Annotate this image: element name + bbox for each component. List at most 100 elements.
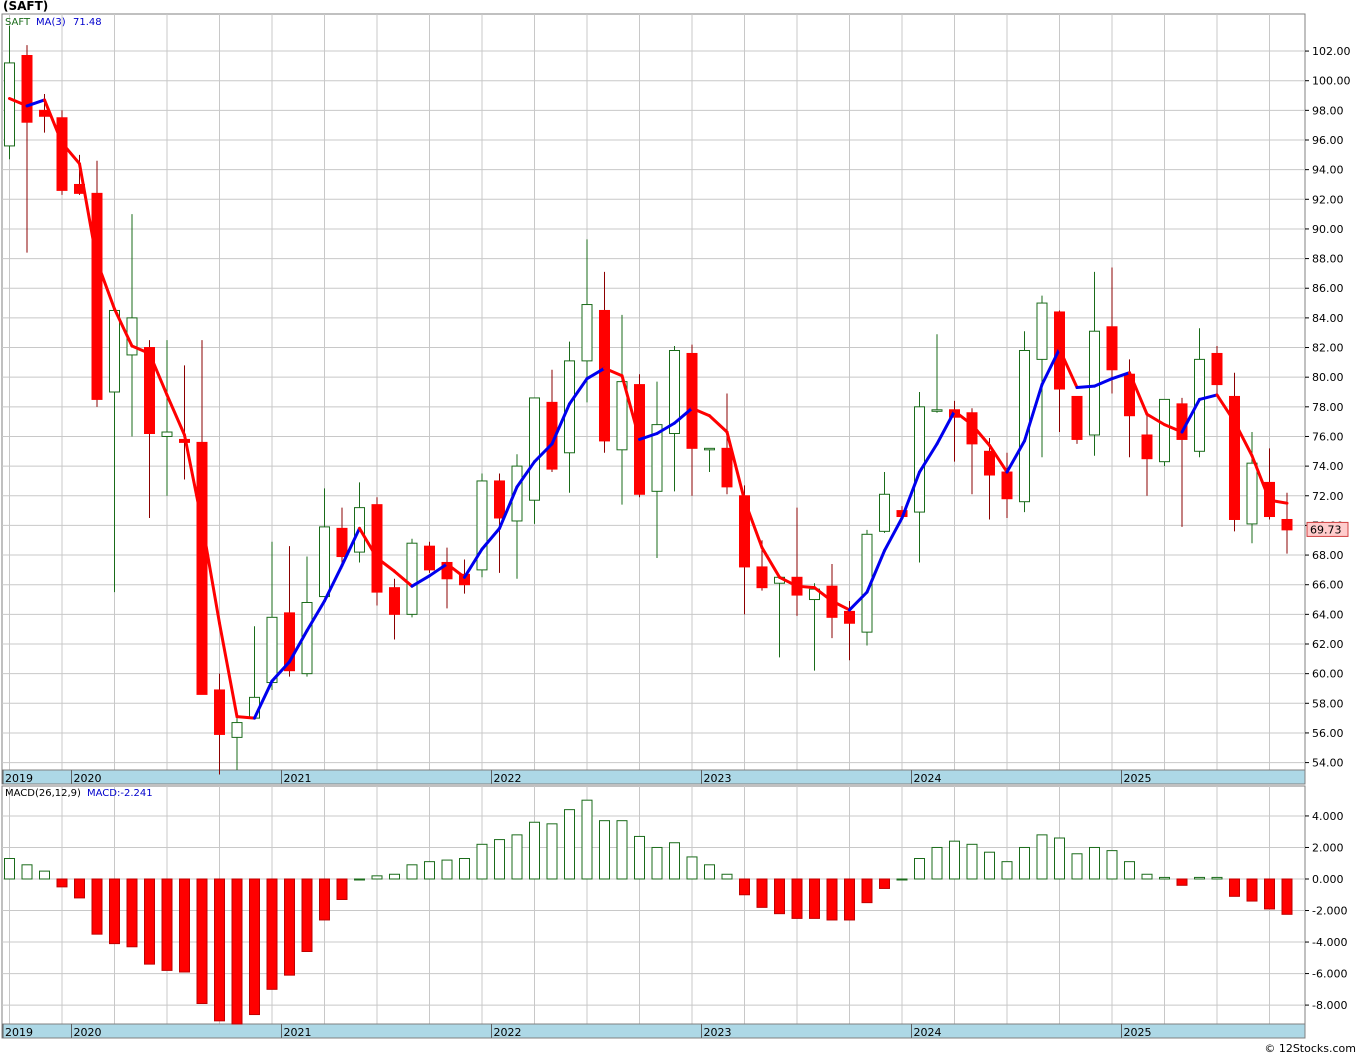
ma-line-segment <box>288 629 309 664</box>
ma-line-segment <box>708 414 729 434</box>
candle-down <box>721 447 733 488</box>
candle-up <box>1159 398 1170 463</box>
macd-bar-positive <box>599 820 610 880</box>
candle-up <box>4 62 15 147</box>
x-tick-label: 2019 <box>5 772 33 785</box>
macd-bar-positive <box>1141 873 1153 880</box>
macd-bar-negative <box>319 878 330 921</box>
ma-line-segment <box>8 96 29 108</box>
candle-up <box>406 542 418 615</box>
macd-bar-positive <box>511 834 523 880</box>
candle-down <box>1211 352 1223 386</box>
candle-down <box>144 347 155 435</box>
ma-line-segment <box>795 584 816 590</box>
macd-bar-negative <box>809 878 820 919</box>
ma-line-segment <box>1163 423 1184 434</box>
candle-down <box>1229 395 1240 520</box>
macd-bar-positive <box>984 851 995 880</box>
candle-up <box>511 465 523 522</box>
candle-down <box>371 504 383 593</box>
ma-line-segment <box>830 599 851 612</box>
price-y-tick-label: 78.00 <box>1312 401 1344 414</box>
ma-line-segment <box>1180 397 1201 434</box>
ma-line-segment <box>760 546 781 579</box>
price-y-tick-label: 94.00 <box>1312 164 1344 177</box>
ma-line-segment <box>218 621 239 719</box>
macd-bar-positive <box>4 858 15 880</box>
macd-bar-positive <box>1194 876 1205 880</box>
ma-line-segment <box>60 141 81 166</box>
macd-y-tick-label: 2.000 <box>1312 841 1344 854</box>
credit-text: © 12Stocks.com <box>1264 1042 1356 1055</box>
macd-bar-negative <box>109 878 120 945</box>
ma-line-segment <box>813 586 834 603</box>
price-y-tick-label: 68.00 <box>1312 549 1344 562</box>
macd-bar-negative <box>91 878 103 935</box>
macd-bar-positive <box>1159 876 1170 880</box>
macd-bar-positive <box>546 823 558 880</box>
macd-legend-label: MACD(26,12,9) <box>5 788 81 799</box>
candle-up <box>931 409 943 412</box>
macd-bar-negative <box>791 878 803 919</box>
x-tick-label: 2024 <box>914 772 942 785</box>
macd-bar-negative <box>161 878 173 971</box>
ma-line-segment <box>848 590 869 612</box>
candle-down <box>756 566 768 589</box>
legend-ticker: SAFT <box>5 17 31 28</box>
ma-line-segment <box>200 520 221 625</box>
ma-line-segment <box>463 547 484 579</box>
macd-bar-negative <box>144 878 155 965</box>
ma-line-segment <box>78 162 99 264</box>
macd-bar-positive <box>441 859 453 880</box>
candle-up <box>1036 302 1048 360</box>
macd-bar-negative <box>879 878 890 889</box>
price-year-band <box>1 769 1306 785</box>
ma-line-segment <box>865 549 886 594</box>
macd-bar-negative <box>126 878 138 948</box>
macd-bar-negative <box>774 878 785 915</box>
price-y-tick-label: 76.00 <box>1312 430 1344 443</box>
macd-bar-negative <box>179 878 190 973</box>
candle-up <box>669 349 680 435</box>
ma-line-segment <box>900 470 921 520</box>
ma-line-segment <box>498 485 519 530</box>
ma-line-segment <box>1040 347 1061 387</box>
ma-line-segment <box>253 679 274 720</box>
candle-up <box>319 526 330 598</box>
candle-up <box>651 424 663 492</box>
ma-line-segment <box>428 562 449 578</box>
macd-bar-negative <box>56 878 68 888</box>
macd-bar-positive <box>669 842 680 880</box>
price-y-tick-label: 72.00 <box>1312 490 1344 503</box>
price-y-tick-label: 54.00 <box>1312 757 1344 770</box>
macd-bar-negative <box>844 878 855 921</box>
ma-line-segment <box>1075 384 1096 390</box>
ma-line-segment <box>655 421 676 436</box>
macd-bar-positive <box>564 809 575 880</box>
candle-up <box>914 406 925 513</box>
ma-line-segment <box>1215 393 1236 424</box>
macd-bar-negative <box>249 878 260 1016</box>
macd-y-tick-label: 4.000 <box>1312 810 1344 823</box>
candle-down <box>844 610 855 624</box>
candle-down <box>91 192 103 400</box>
macd-bar-positive <box>1019 846 1030 880</box>
price-y-tick-label: 58.00 <box>1312 697 1344 710</box>
ma-line-segment <box>953 409 974 427</box>
macd-bar-positive <box>39 870 50 880</box>
price-y-tick-label: 96.00 <box>1312 134 1344 147</box>
candle-down <box>686 352 698 449</box>
candle-up <box>109 309 120 393</box>
candle-up <box>529 397 540 501</box>
ma-line-segment <box>270 660 291 683</box>
candle-down <box>336 527 348 558</box>
ma-line-segment <box>1128 371 1149 416</box>
macd-bar-negative <box>861 878 873 904</box>
price-y-tick-label: 90.00 <box>1312 223 1344 236</box>
macd-bar-negative <box>284 878 295 976</box>
legend-ma-label: MA(3) <box>36 17 66 28</box>
macd-bar-positive <box>686 856 698 880</box>
macd-bar-positive <box>406 864 418 880</box>
candle-down <box>1106 326 1118 371</box>
price-y-tick-label: 102.00 <box>1312 45 1351 58</box>
